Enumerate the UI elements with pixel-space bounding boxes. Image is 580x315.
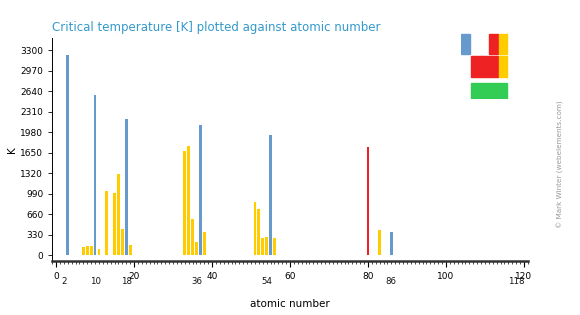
Bar — [191, 219, 194, 255]
Bar — [262, 238, 264, 255]
Bar — [499, 34, 508, 54]
Bar — [90, 246, 93, 255]
Bar — [106, 192, 108, 255]
Bar — [390, 232, 393, 255]
Bar — [199, 125, 202, 255]
Text: 118: 118 — [508, 277, 524, 286]
Bar — [97, 249, 100, 255]
Bar — [183, 151, 186, 255]
Bar — [187, 146, 190, 255]
Bar — [269, 135, 272, 255]
Bar — [67, 55, 69, 255]
Bar — [129, 245, 132, 255]
Bar — [461, 34, 470, 54]
Bar — [499, 56, 508, 77]
Bar — [471, 56, 498, 77]
Bar — [113, 193, 116, 255]
Text: 10: 10 — [89, 277, 100, 286]
Bar — [125, 119, 128, 255]
Text: 86: 86 — [386, 277, 397, 286]
Bar — [86, 246, 89, 255]
Text: 54: 54 — [261, 277, 272, 286]
Bar — [471, 83, 508, 99]
Bar — [82, 247, 85, 255]
Bar — [195, 242, 198, 255]
Bar — [273, 238, 276, 255]
Bar — [253, 202, 256, 255]
Text: 36: 36 — [191, 277, 202, 286]
Bar — [94, 95, 96, 255]
Y-axis label: K: K — [8, 146, 17, 153]
Bar — [258, 209, 260, 255]
Bar — [203, 232, 205, 255]
Bar — [489, 34, 498, 54]
Bar — [121, 229, 124, 255]
Bar — [117, 174, 120, 255]
Text: 18: 18 — [121, 277, 132, 286]
X-axis label: atomic number: atomic number — [250, 299, 330, 309]
Bar — [378, 230, 381, 255]
Bar — [265, 237, 268, 255]
Text: 2: 2 — [61, 277, 67, 286]
Text: Critical temperature [K] plotted against atomic number: Critical temperature [K] plotted against… — [52, 21, 380, 34]
Bar — [367, 146, 369, 255]
Text: © Mark Winter (webelements.com): © Mark Winter (webelements.com) — [557, 100, 564, 228]
